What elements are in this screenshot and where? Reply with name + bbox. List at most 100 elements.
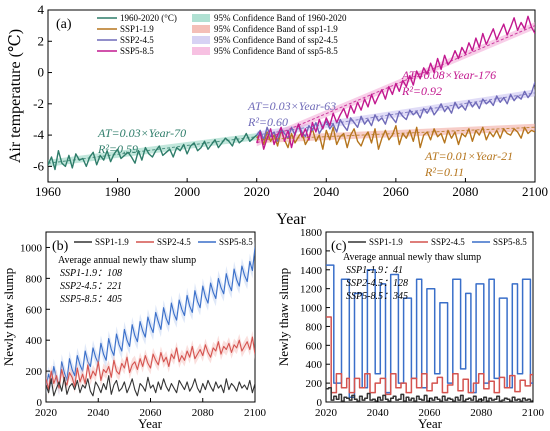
fit-equation-ssp585: AT=0.08×Year-176: [401, 68, 496, 82]
panel-b-annotation-ssp245: SSP2-4.5：221: [60, 281, 122, 292]
panel-a-label: (a): [56, 17, 72, 32]
panel-b-annotation-ssp585: SSP5-8.5：405: [60, 294, 122, 305]
panel-c-x-label: Year: [418, 416, 443, 431]
y-tick-label: 400: [26, 335, 43, 347]
y-tick-label: 4: [38, 2, 45, 17]
y-tick-label: 1600: [300, 246, 323, 258]
legend-label-ssp245: SSP2-4.5: [157, 237, 191, 247]
legend-band-swatch-hist: [192, 14, 210, 22]
x-tick-label: 2020: [315, 407, 338, 419]
x-tick-label: 2100: [522, 184, 548, 199]
panel-c-annotation-ssp119: SSP1-1.9：41: [346, 265, 403, 276]
y-tick-label: 800: [26, 273, 43, 285]
x-tick-label: 2000: [174, 184, 200, 199]
fit-r2-hist: R²=0.59: [97, 142, 138, 156]
panel-a-fits: [48, 25, 535, 164]
fit-annotation-ssp119: AT=0.01×Year-21 R²=0.11: [424, 149, 513, 179]
series-line-ssp245: [46, 336, 255, 391]
panel-a-legend: 1960-2020 (°C) 95% Confidence Band of 196…: [97, 13, 347, 56]
panel-a-x-ticks: 1960 1980 2000 2020 2040 2060 2080 2100: [35, 178, 548, 199]
y-tick-label: 1000: [20, 242, 43, 254]
panel-b-x-label: Year: [138, 416, 163, 431]
y-tick-label: 1000: [300, 303, 323, 315]
fit-line-hist: [48, 136, 257, 164]
panel-c-y-ticks: 0 200 400 600 800 1000 1200 1400 1600 1800: [300, 227, 330, 409]
fit-line-ssp245: [256, 92, 535, 136]
fit-equation-ssp245: AT=0.03×Year-63: [247, 99, 336, 113]
x-tick-label: 2080: [470, 407, 493, 419]
legend-band-label-ssp245: 95% Confidence Band of ssp2-4.5: [214, 35, 338, 45]
panel-c-legend: SSP1-1.9 SSP2-4.5 SSP5-8.5: [348, 237, 527, 247]
y-tick-label: 200: [306, 378, 323, 390]
fit-r2-ssp245: R²=0.60: [247, 115, 288, 129]
y-tick-label: 600: [306, 340, 323, 352]
series-line-ssp585: [326, 264, 533, 399]
fit-equation-ssp119: AT=0.01×Year-21: [424, 149, 513, 163]
y-tick-label: 0: [38, 65, 45, 80]
panel-b-series: [46, 239, 255, 397]
legend-band-swatch-ssp119: [192, 25, 210, 33]
series-line-ssp119: [256, 125, 535, 150]
panel-b-label: (b): [52, 239, 69, 254]
y-tick-label: 2: [38, 33, 45, 48]
legend-band-swatch-ssp585: [192, 47, 210, 55]
legend-band-label-hist: 95% Confidence Band of 1960-2020: [214, 13, 347, 23]
x-tick-label: 2060: [383, 184, 409, 199]
fit-r2-ssp585: R²=0.92: [401, 84, 442, 98]
series-line-ssp119: [46, 375, 255, 397]
panel-c: 2020 2040 2060 2080 2100 0 200 400 600 800 1000 12…: [276, 227, 545, 431]
series-line-ssp585: [46, 247, 255, 389]
x-tick-label: 2060: [140, 407, 163, 419]
y-tick-label: 800: [306, 321, 323, 333]
legend-line-label-ssp245: SSP2-4.5: [120, 35, 154, 45]
y-tick-label: 200: [26, 366, 43, 378]
panel-a: 1960 1980 2000 2020 2040 2060 2080 2100 -6 -4 -2 0…: [7, 2, 548, 228]
y-tick-label: 400: [306, 359, 323, 371]
panel-b-annotation-title: Average annual newly thaw slump: [58, 255, 196, 266]
panel-c-annotation-ssp245: SSP2-4.5：128: [346, 278, 408, 289]
x-tick-label: 2080: [452, 184, 478, 199]
fit-annotation-hist: AT=0.03×Year-70 R²=0.59: [97, 126, 186, 156]
fit-line-ssp119: [256, 126, 535, 141]
panel-c-y-label: Newly thaw slump: [276, 268, 291, 366]
fit-equation-hist: AT=0.03×Year-70: [97, 126, 186, 140]
confidence-band-ssp119: [256, 123, 535, 144]
legend-band-label-ssp119: 95% Confidence Band of ssp1-1.9: [214, 24, 338, 34]
legend-band-swatch-ssp245: [192, 36, 210, 44]
x-tick-label: 2040: [87, 407, 110, 419]
panel-b-y-ticks: 0 200 400 600 800 1000: [20, 242, 50, 409]
panel-c-annotation-ssp585: SSP5-8.5：345: [346, 291, 408, 302]
panel-c-annotation-title: Average annual newly thaw slump: [343, 252, 481, 263]
fit-r2-ssp119: R²=0.11: [424, 165, 464, 179]
y-tick-label: -2: [33, 96, 44, 111]
legend-line-label-ssp119: SSP1-1.9: [120, 24, 154, 34]
fit-line-ssp585: [256, 25, 535, 144]
x-tick-label: 1980: [105, 184, 131, 199]
legend-line-label-hist: 1960-2020 (°C): [120, 13, 177, 23]
x-tick-label: 2040: [367, 407, 390, 419]
y-tick-label: 1800: [300, 227, 323, 239]
legend-label-ssp585: SSP5-8.5: [493, 237, 527, 247]
y-tick-label: 0: [37, 397, 43, 409]
panel-c-x-ticks: 2020 2040 2060 2080 2100: [315, 398, 545, 419]
x-tick-label: 2100: [244, 407, 267, 419]
x-tick-label: 1960: [35, 184, 61, 199]
x-tick-label: 2080: [192, 407, 215, 419]
y-tick-label: 600: [26, 304, 43, 316]
panel-b: 2020 2040 2060 2080 2100 0 200 400 600 800 1000 (…: [1, 231, 267, 431]
legend-label-ssp585: SSP5-8.5: [219, 237, 253, 247]
y-tick-label: -6: [33, 158, 44, 173]
y-tick-label: 1400: [300, 265, 323, 277]
x-tick-label: 2020: [35, 407, 58, 419]
legend-line-label-ssp585: SSP5-8.5: [120, 46, 154, 56]
x-tick-label: 2100: [522, 407, 545, 419]
y-tick-label: 0: [317, 397, 323, 409]
y-tick-label: -4: [33, 127, 44, 142]
panel-c-label: (c): [331, 239, 347, 254]
panel-b-y-label: Newly thaw slump: [1, 268, 16, 366]
x-tick-label: 2040: [313, 184, 339, 199]
legend-label-ssp119: SSP1-1.9: [369, 237, 403, 247]
panel-a-y-label: Air temperature (℃): [7, 29, 24, 163]
x-tick-label: 2060: [419, 407, 442, 419]
legend-label-ssp245: SSP2-4.5: [431, 237, 465, 247]
